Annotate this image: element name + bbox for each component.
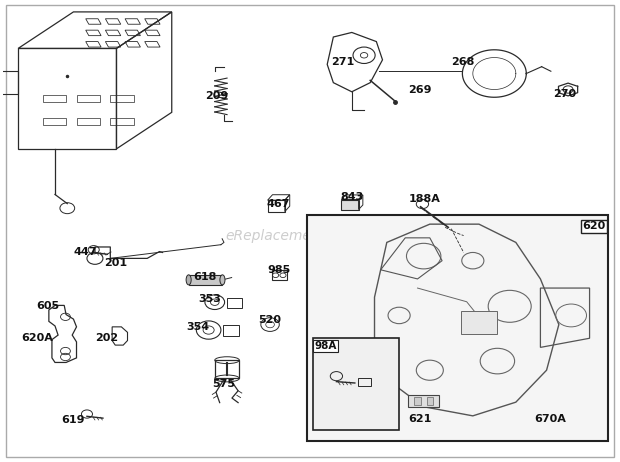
Bar bbox=[110, 118, 134, 125]
Bar bbox=[461, 311, 497, 334]
Text: eReplacementParts.com: eReplacementParts.com bbox=[225, 229, 395, 243]
Bar bbox=[414, 397, 420, 405]
Ellipse shape bbox=[186, 275, 191, 285]
Bar bbox=[76, 118, 100, 125]
Bar bbox=[215, 360, 239, 378]
Text: 268: 268 bbox=[451, 57, 475, 67]
Bar bbox=[358, 378, 371, 386]
Text: 618: 618 bbox=[193, 272, 216, 282]
Bar bbox=[427, 397, 433, 405]
Bar bbox=[272, 270, 287, 280]
Text: 201: 201 bbox=[104, 258, 127, 268]
Bar bbox=[223, 325, 239, 336]
Text: 354: 354 bbox=[186, 322, 209, 332]
Text: 269: 269 bbox=[409, 85, 432, 95]
Text: 520: 520 bbox=[258, 315, 281, 325]
Text: 447: 447 bbox=[73, 247, 97, 256]
Bar bbox=[313, 338, 399, 430]
Text: 620: 620 bbox=[582, 221, 606, 231]
Bar bbox=[268, 200, 285, 212]
Bar bbox=[76, 96, 100, 102]
Text: 621: 621 bbox=[409, 414, 432, 424]
Text: 620A: 620A bbox=[21, 333, 53, 343]
Bar bbox=[43, 96, 66, 102]
Bar bbox=[43, 118, 66, 125]
Text: 202: 202 bbox=[95, 333, 118, 343]
Text: 575: 575 bbox=[211, 379, 235, 389]
Text: 270: 270 bbox=[552, 89, 576, 99]
Ellipse shape bbox=[220, 275, 225, 285]
Text: 188A: 188A bbox=[409, 194, 440, 204]
Bar bbox=[110, 96, 134, 102]
Text: 209: 209 bbox=[206, 91, 229, 101]
Text: 271: 271 bbox=[332, 57, 355, 67]
Bar bbox=[307, 215, 608, 441]
Text: 670A: 670A bbox=[534, 414, 566, 424]
Bar bbox=[227, 298, 242, 308]
Text: 619: 619 bbox=[61, 415, 85, 426]
Text: 353: 353 bbox=[198, 294, 221, 304]
Text: 467: 467 bbox=[267, 199, 291, 209]
Bar bbox=[342, 200, 358, 210]
Bar bbox=[188, 275, 223, 285]
Text: 605: 605 bbox=[37, 301, 60, 311]
Bar bbox=[409, 395, 439, 407]
Text: 985: 985 bbox=[267, 265, 290, 275]
Text: 843: 843 bbox=[341, 192, 364, 202]
Text: 98A: 98A bbox=[314, 341, 337, 351]
